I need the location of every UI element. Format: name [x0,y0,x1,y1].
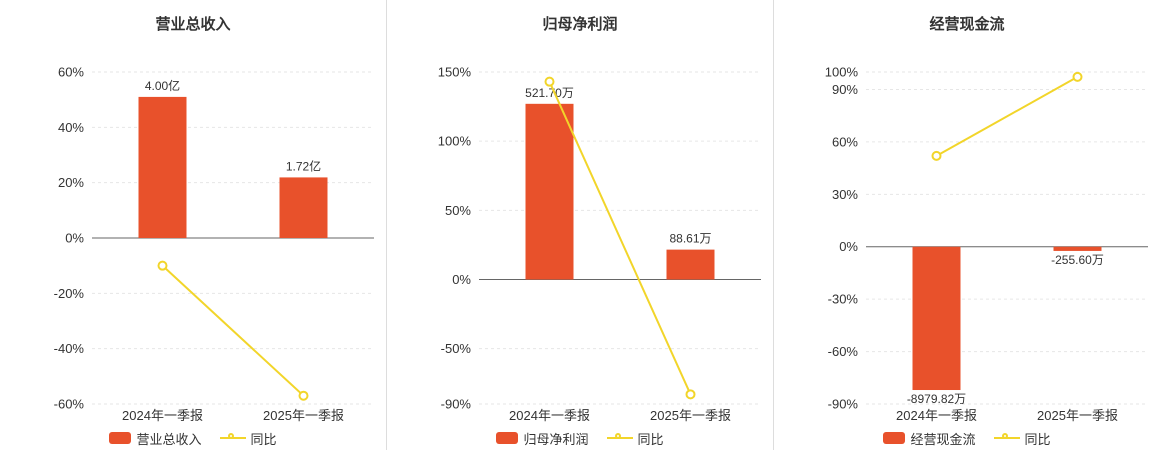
yoy-point [1072,71,1083,82]
y-tick-label: 0% [65,231,84,246]
yoy-point [298,390,309,401]
yoy-point [685,389,696,400]
legend-label: 归母净利润 [523,431,589,447]
chart-canvas: 100% 90% 60% 30% 0% -30% -60% -90% -8979.82万 2024… [825,65,1148,423]
yoy-point [931,150,942,161]
bar [279,177,328,238]
legend-item-bar-series[interactable]: 经营现金流 [883,429,976,448]
yoy-point [157,260,168,271]
chart-canvas: 150% 100% 50% 0% -50% -90% 521.70万 2024年一季报 88.6… [438,65,761,423]
line-marker-icon [219,432,246,444]
x-axis-label: 2024年一季报 [509,408,590,423]
legend-label: 同比 [637,431,664,447]
bar-swatch-icon [496,432,519,444]
bar-value-label: 521.70万 [525,86,574,100]
panel-operating-revenue: 营业总收入 60% 40% 20% 0% -20% -40% -60% 4.00亿 2024年一… [0,0,386,450]
bar-value-label: 88.61万 [669,232,711,246]
x-axis-label: 2025年一季报 [1037,408,1118,423]
x-axis-label: 2025年一季报 [263,408,344,423]
y-tick-label: 100% [438,134,472,149]
y-tick-label: -30% [828,292,859,307]
line-marker-icon [606,432,633,444]
line-marker-icon [993,432,1020,444]
chart-title: 经营现金流 [929,16,1005,33]
x-axis-label: 2024年一季报 [122,408,203,423]
chart-legend: 归母净利润 同比 [387,426,773,450]
bar [912,246,961,391]
y-tick-label: 0% [452,272,471,287]
y-tick-label: -40% [54,341,85,356]
y-tick-label: -20% [54,286,85,301]
bar-value-label: 4.00亿 [145,78,180,93]
bar-value-label: -8979.82万 [907,392,966,406]
legend-item-yoy[interactable]: 同比 [993,429,1051,448]
y-tick-label: 90% [832,82,858,97]
bar [1053,246,1102,251]
yoy-line [548,81,692,395]
panel-operating-cashflow: 经营现金流 100% 90% 60% 30% 0% -30% -60% -90% -8979.8… [773,0,1160,450]
bar-value-label: 1.72亿 [286,158,321,173]
chart-canvas: 60% 40% 20% 0% -20% -40% -60% 4.00亿 2024年一季报 1.72… [54,65,374,423]
yoy-point [544,76,555,87]
bar [666,249,715,280]
bar-swatch-icon [109,432,132,444]
y-tick-label: 150% [438,65,472,80]
x-axis-label: 2024年一季报 [896,408,977,423]
legend-label: 同比 [1024,431,1051,447]
y-tick-label: 30% [832,187,858,202]
y-tick-label: -60% [54,397,85,412]
y-tick-label: 50% [445,203,471,218]
legend-label: 同比 [250,431,277,447]
legend-item-bar-series[interactable]: 营业总收入 [109,429,202,448]
chart-title: 归母净利润 [542,16,618,33]
legend-item-yoy[interactable]: 同比 [606,429,664,448]
y-tick-label: 0% [839,239,858,254]
y-tick-label: -60% [828,344,859,359]
panel-net-profit: 归母净利润 150% 100% 50% 0% -50% -90% 521.70万 2024年一… [386,0,773,450]
y-tick-label: -50% [441,341,472,356]
y-tick-label: -90% [828,397,859,412]
y-tick-label: 60% [832,134,858,149]
y-tick-label: 100% [825,65,859,80]
legend-label: 营业总收入 [136,431,202,447]
bar-swatch-icon [883,432,906,444]
bar [138,96,187,239]
y-tick-label: 20% [58,175,84,190]
bar-value-label: -255.60万 [1051,253,1104,267]
legend-label: 经营现金流 [910,431,976,447]
chart-title: 营业总收入 [155,16,231,33]
chart-legend: 经营现金流 同比 [774,426,1160,450]
y-tick-label: 60% [58,65,84,80]
yoy-line [161,264,305,397]
bar [525,103,574,280]
y-tick-label: -90% [441,397,472,412]
x-axis-label: 2025年一季报 [650,408,731,423]
legend-item-yoy[interactable]: 同比 [219,429,277,448]
legend-item-bar-series[interactable]: 归母净利润 [496,429,589,448]
yoy-line [936,76,1078,157]
chart-legend: 营业总收入 同比 [0,426,386,450]
y-tick-label: 40% [58,120,84,135]
